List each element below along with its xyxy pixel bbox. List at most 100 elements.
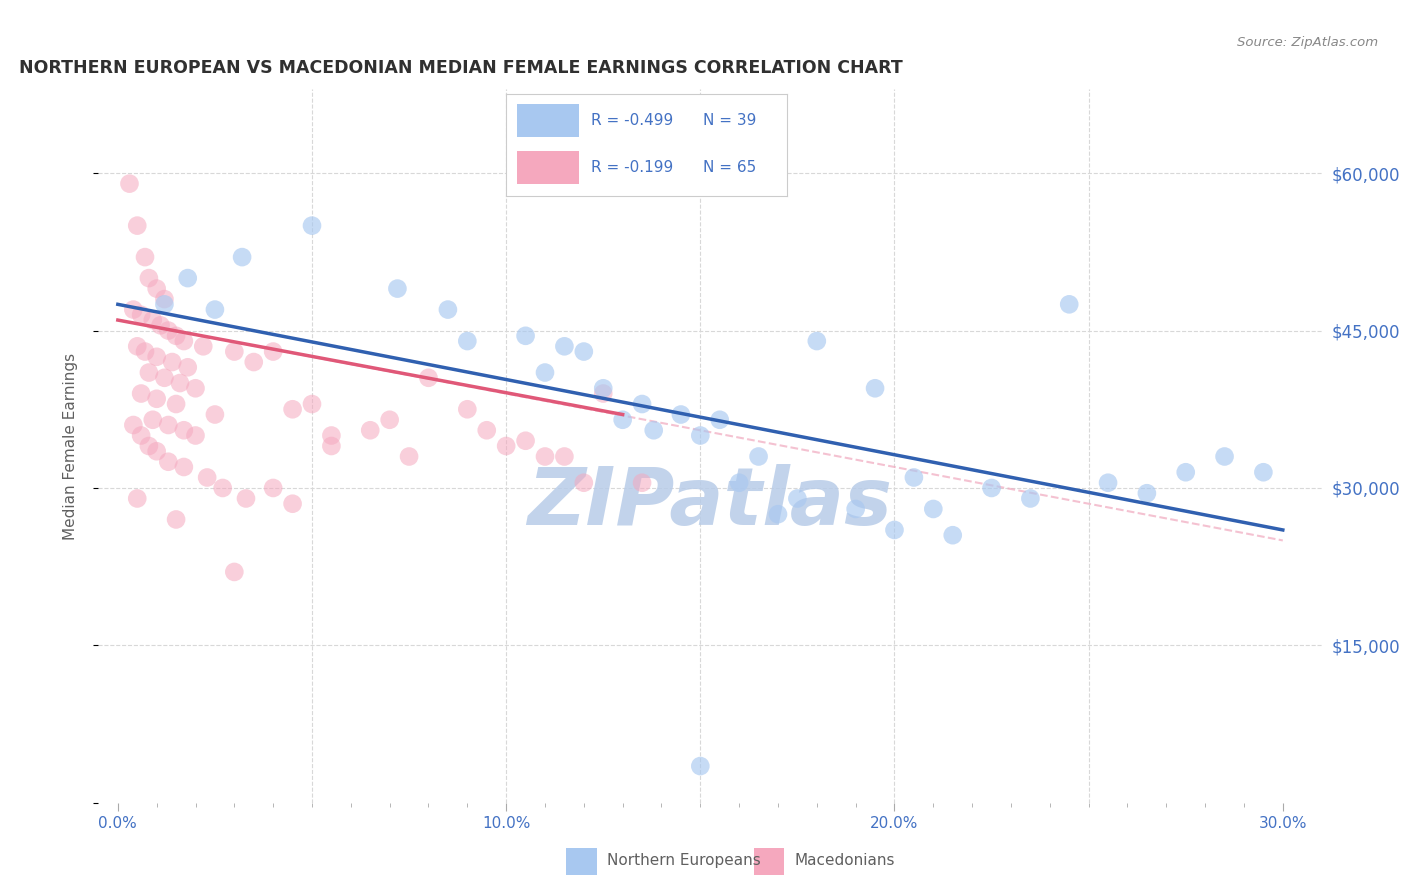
FancyBboxPatch shape <box>754 848 785 875</box>
Point <box>883 523 905 537</box>
Point <box>157 455 180 469</box>
Point <box>669 408 692 422</box>
Point <box>863 381 886 395</box>
Point <box>903 470 925 484</box>
Point <box>242 355 264 369</box>
Point <box>262 344 284 359</box>
Point <box>177 360 200 375</box>
Point <box>193 339 215 353</box>
Text: Source: ZipAtlas.com: Source: ZipAtlas.com <box>1237 36 1378 49</box>
Point <box>173 423 195 437</box>
Point <box>689 759 711 773</box>
Point <box>437 302 460 317</box>
Point <box>145 392 167 406</box>
Point <box>553 450 575 464</box>
Text: R = -0.199: R = -0.199 <box>591 160 672 175</box>
Point <box>1097 475 1119 490</box>
FancyBboxPatch shape <box>517 104 579 136</box>
Point <box>612 413 634 427</box>
Point <box>165 512 187 526</box>
Point <box>165 328 187 343</box>
Point <box>153 297 176 311</box>
Point <box>301 397 323 411</box>
Point <box>592 381 614 395</box>
Point <box>515 328 537 343</box>
Point <box>195 470 218 484</box>
Point <box>456 402 478 417</box>
Point <box>134 250 156 264</box>
Point <box>359 423 381 437</box>
Point <box>149 318 172 333</box>
Point <box>378 413 401 427</box>
Text: N = 65: N = 65 <box>703 160 756 175</box>
Point <box>553 339 575 353</box>
Point <box>153 292 176 306</box>
Text: NORTHERN EUROPEAN VS MACEDONIAN MEDIAN FEMALE EARNINGS CORRELATION CHART: NORTHERN EUROPEAN VS MACEDONIAN MEDIAN F… <box>18 59 903 77</box>
Point <box>748 450 770 464</box>
Point <box>572 344 595 359</box>
Point <box>127 219 149 233</box>
Y-axis label: Median Female Earnings: Median Female Earnings <box>63 352 77 540</box>
Point <box>766 507 789 521</box>
Point <box>184 381 207 395</box>
Point <box>321 439 343 453</box>
Point <box>153 371 176 385</box>
Point <box>118 177 141 191</box>
Point <box>177 271 200 285</box>
Point <box>157 324 180 338</box>
Point <box>980 481 1002 495</box>
Point <box>145 350 167 364</box>
Point <box>127 491 149 506</box>
Point <box>1019 491 1042 506</box>
Point <box>387 282 409 296</box>
Point <box>134 344 156 359</box>
Point <box>165 397 187 411</box>
Point <box>709 413 731 427</box>
Point <box>173 460 195 475</box>
Point <box>1253 465 1275 479</box>
Point <box>495 439 517 453</box>
Point <box>689 428 711 442</box>
Point <box>806 334 828 348</box>
Point <box>173 334 195 348</box>
Point <box>845 502 868 516</box>
Point <box>1174 465 1197 479</box>
Point <box>643 423 665 437</box>
Point <box>418 371 440 385</box>
Point <box>129 428 152 442</box>
Point <box>211 481 233 495</box>
Point <box>129 386 152 401</box>
Point <box>398 450 420 464</box>
Text: N = 39: N = 39 <box>703 112 756 128</box>
Point <box>231 250 253 264</box>
Point <box>169 376 191 390</box>
Point <box>224 565 246 579</box>
Point <box>204 302 226 317</box>
Point <box>145 282 167 296</box>
Point <box>786 491 808 506</box>
Point <box>122 302 145 317</box>
Point <box>142 313 165 327</box>
Point <box>281 402 304 417</box>
Point <box>301 219 323 233</box>
Text: Northern Europeans: Northern Europeans <box>607 854 761 868</box>
Point <box>204 408 226 422</box>
Point <box>127 339 149 353</box>
Point <box>224 344 246 359</box>
Point <box>1057 297 1080 311</box>
Point <box>1136 486 1159 500</box>
Text: Macedonians: Macedonians <box>794 854 894 868</box>
Point <box>942 528 965 542</box>
Point <box>321 428 343 442</box>
Point <box>138 366 160 380</box>
Point <box>592 386 614 401</box>
Point <box>160 355 183 369</box>
Point <box>138 271 160 285</box>
Point <box>631 475 654 490</box>
Point <box>515 434 537 448</box>
Point <box>572 475 595 490</box>
Point <box>534 450 557 464</box>
FancyBboxPatch shape <box>567 848 596 875</box>
Point <box>142 413 165 427</box>
Point <box>157 417 180 432</box>
